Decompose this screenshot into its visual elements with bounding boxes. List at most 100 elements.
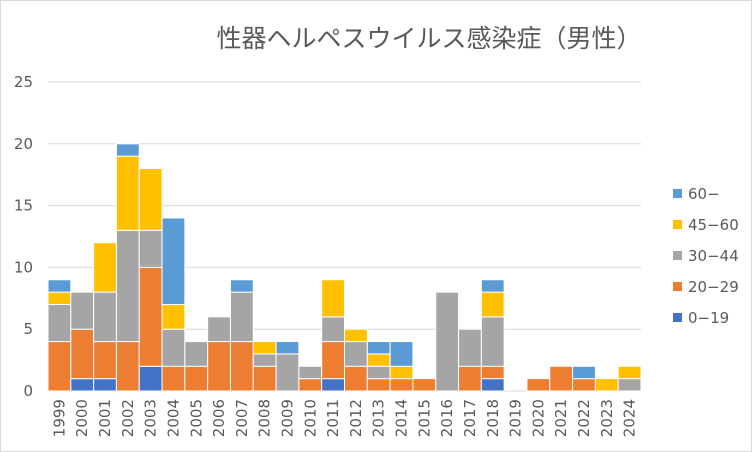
- legend-label: 30−44: [688, 247, 739, 265]
- bar-segment: [572, 378, 596, 392]
- bar-segment: [480, 291, 505, 318]
- bar-segment: [229, 279, 254, 293]
- x-tick-label: 1999: [50, 399, 68, 437]
- x-tick-label: 2021: [552, 399, 570, 437]
- bar-segment: [321, 378, 346, 392]
- bar-segment: [47, 279, 72, 293]
- bar-segment: [161, 328, 186, 367]
- bar-segment: [458, 328, 482, 367]
- bar-segment: [617, 378, 642, 392]
- bar-segment: [526, 378, 551, 392]
- bar-segment: [207, 341, 231, 392]
- x-tick-label: 2018: [484, 399, 502, 437]
- x-tick-label: 2008: [256, 399, 274, 437]
- bar-segment: [93, 341, 117, 380]
- bar-segment: [366, 378, 391, 392]
- bar-segment: [229, 291, 254, 343]
- bar-segment: [594, 378, 619, 392]
- bar-segment: [138, 168, 163, 231]
- bar-segment: [229, 341, 254, 392]
- x-tick-label: 2024: [621, 399, 639, 437]
- bar-segment: [252, 365, 277, 392]
- bar-segment: [412, 378, 437, 392]
- x-tick-label: 2005: [187, 399, 205, 437]
- x-tick-label: 2014: [393, 399, 411, 437]
- bar-segment: [93, 291, 117, 343]
- bar-segment: [321, 341, 346, 380]
- bar-segment: [275, 353, 300, 392]
- bar-segment: [184, 341, 209, 367]
- bar-segment: [321, 316, 346, 343]
- x-tick-label: 2011: [324, 399, 342, 437]
- legend-label: 20−29: [688, 278, 739, 296]
- x-tick-label: 2019: [507, 399, 525, 437]
- y-tick-label: 5: [23, 320, 33, 338]
- bar-segment: [207, 316, 231, 343]
- bar-segment: [480, 316, 505, 367]
- bar-segment: [572, 365, 596, 380]
- x-tick-label: 2010: [301, 399, 319, 437]
- bar-segment: [480, 365, 505, 380]
- bar-segment: [298, 365, 323, 380]
- bar-segment: [389, 378, 414, 392]
- x-tick-label: 2016: [438, 399, 456, 437]
- chart-title: 性器ヘルペスウイルス感染症（男性）: [216, 24, 641, 53]
- x-tick-label: 2002: [119, 399, 137, 437]
- x-tick-label: 2009: [278, 399, 296, 437]
- bar-segment: [366, 341, 391, 355]
- legend-label: 60−: [688, 185, 720, 203]
- x-axis-ticks: 1999 2000 2001 2002 2003 2004 2005 2006 2007 2008…: [50, 399, 638, 437]
- x-tick-label: 2012: [347, 399, 365, 437]
- y-tick-label: 0: [23, 382, 33, 400]
- x-tick-label: 2007: [233, 399, 251, 437]
- bar-segment: [435, 291, 460, 392]
- x-tick-label: 2015: [415, 399, 433, 437]
- legend-label: 45−60: [688, 216, 739, 234]
- bar-segment: [138, 266, 163, 367]
- bar-segment: [298, 378, 323, 392]
- bar-segment: [321, 279, 346, 318]
- bar-segment: [70, 291, 95, 330]
- y-axis-ticks: 0 5 10 15 20 25: [14, 73, 33, 400]
- bar-segment: [549, 365, 574, 392]
- bar-segment: [47, 303, 72, 343]
- bar-segment: [115, 341, 140, 392]
- legend-label: 0−19: [688, 309, 729, 327]
- legend-swatch: [673, 251, 682, 260]
- legend-swatch: [673, 189, 682, 198]
- legend-swatch: [673, 313, 682, 322]
- x-tick-label: 2022: [575, 399, 593, 437]
- bar-segment: [161, 303, 186, 330]
- bar-segment: [115, 143, 140, 157]
- bar-segment: [70, 378, 95, 392]
- x-tick-label: 2023: [598, 399, 616, 437]
- y-tick-label: 20: [14, 135, 33, 153]
- bar-segment: [366, 353, 391, 367]
- x-tick-label: 2017: [461, 399, 479, 437]
- bar-segment: [47, 291, 72, 305]
- y-tick-label: 25: [14, 73, 33, 91]
- bar-segment: [458, 365, 482, 392]
- x-tick-label: 2020: [529, 399, 547, 437]
- bar-segment: [344, 328, 368, 343]
- bar-segment: [138, 365, 163, 392]
- bar-segment: [93, 378, 117, 392]
- x-tick-label: 2004: [164, 399, 182, 437]
- bar-segment: [161, 365, 186, 392]
- bar-segment: [344, 365, 368, 392]
- bar-segment: [252, 353, 277, 367]
- bar-segment: [70, 328, 95, 380]
- bar-segment: [184, 365, 209, 392]
- legend-swatch: [673, 220, 682, 229]
- legend: 60− 45−60 30−44 20−29 0−19: [673, 185, 739, 327]
- y-tick-label: 10: [14, 258, 33, 276]
- legend-swatch: [673, 282, 682, 291]
- bar-segment: [389, 365, 414, 380]
- bar-segment: [275, 341, 300, 355]
- bar-segment: [389, 341, 414, 367]
- bar-segment: [93, 242, 117, 293]
- bar-segment: [138, 229, 163, 268]
- bar-segment: [480, 378, 505, 392]
